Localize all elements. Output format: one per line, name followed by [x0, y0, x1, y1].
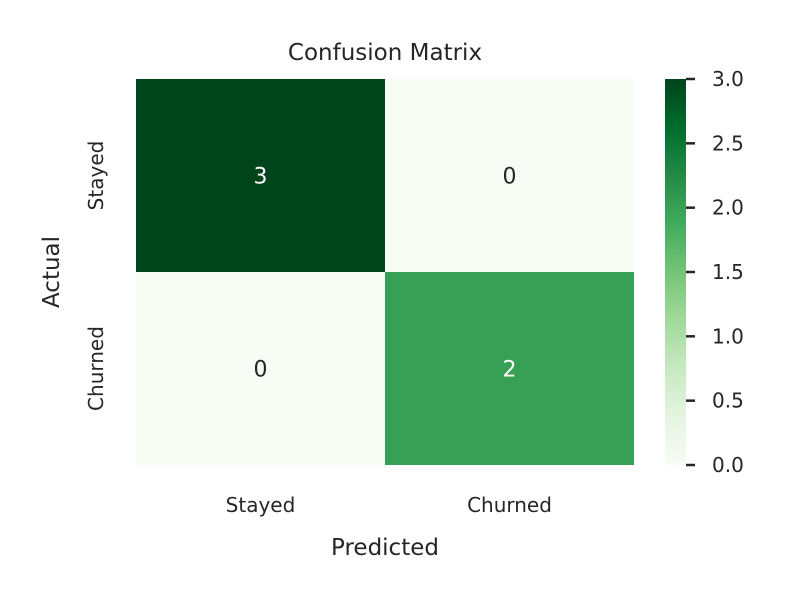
- heatmap-cell: [385, 79, 634, 272]
- heatmap-cell: [385, 272, 634, 465]
- cell-value-label: 2: [503, 358, 517, 383]
- heatmap-cells: 3 0 0 2: [136, 79, 634, 465]
- cell-value-label: 0: [254, 358, 268, 383]
- colorbar-tick-label: 2.0: [712, 196, 744, 220]
- x-axis-label: Predicted: [331, 535, 439, 561]
- x-tick-label: Stayed: [226, 493, 296, 517]
- colorbar-tick-label: 2.5: [712, 131, 744, 155]
- heatmap-cell: [136, 79, 385, 272]
- y-tick-label: Churned: [84, 326, 108, 411]
- colorbar-tick-label: 3.0: [712, 67, 744, 91]
- colorbar-ticks: 0.0 0.5 1.0 1.5 2.0 2.5 3.0: [686, 67, 744, 477]
- y-tick-label: Stayed: [84, 141, 108, 211]
- chart-title: Confusion Matrix: [288, 40, 482, 66]
- colorbar-gradient: [665, 79, 686, 465]
- colorbar-tick-label: 1.0: [712, 324, 744, 348]
- colorbar-tick-label: 0.0: [712, 453, 744, 477]
- x-tick-labels: Stayed Churned: [226, 493, 552, 517]
- colorbar-tick-label: 0.5: [712, 389, 744, 413]
- colorbar: 0.0 0.5 1.0 1.5 2.0 2.5 3.0: [665, 67, 744, 477]
- colorbar-tick-label: 1.5: [712, 260, 744, 284]
- y-tick-labels: Stayed Churned: [84, 141, 108, 411]
- cell-value-label: 0: [503, 165, 517, 190]
- heatmap-cell: [136, 272, 385, 465]
- y-axis-label: Actual: [39, 236, 65, 308]
- x-tick-label: Churned: [467, 493, 552, 517]
- cell-value-label: 3: [254, 165, 268, 190]
